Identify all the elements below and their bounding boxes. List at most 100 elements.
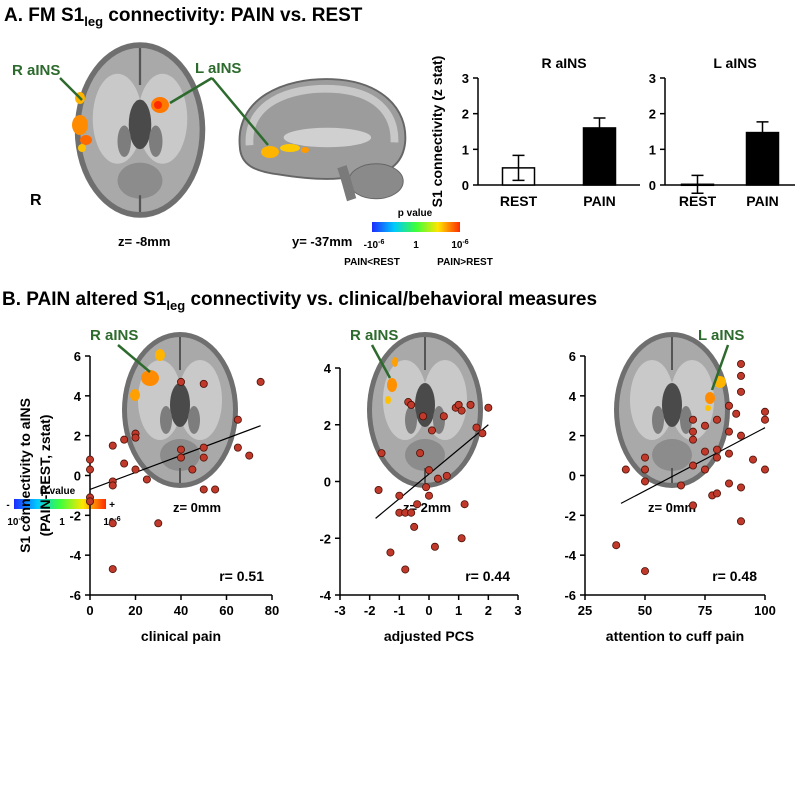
point [419, 412, 428, 421]
region-label: R aINS [350, 327, 398, 344]
annotation: r= 0.48 [712, 568, 757, 584]
brain-axial [73, 41, 207, 219]
point [176, 453, 185, 462]
point [478, 429, 487, 438]
point [737, 483, 746, 492]
point [395, 491, 404, 500]
point [199, 453, 208, 462]
point [199, 485, 208, 494]
point [410, 522, 419, 531]
y-tick-label: 2 [324, 418, 331, 433]
colorbar [372, 222, 460, 232]
point [108, 441, 117, 450]
y-tick-label: 2 [462, 107, 469, 122]
point [457, 534, 466, 543]
colorbar-end-label: PAIN<REST [344, 257, 400, 268]
y-tick-label: 3 [462, 71, 469, 86]
slice-label: z= 0mm [648, 500, 696, 515]
point [713, 489, 722, 498]
point [689, 501, 698, 510]
point [131, 433, 140, 442]
colorbar-sign: + [109, 500, 115, 511]
point [413, 500, 422, 509]
x-tick-label: PAIN [746, 193, 778, 209]
point [108, 519, 117, 528]
error-bar [691, 174, 704, 194]
annotation: r= 0.44 [465, 568, 510, 584]
point [442, 471, 451, 480]
x-tick-label: 20 [128, 603, 142, 618]
x-tick-label: -1 [394, 603, 406, 618]
point [713, 445, 722, 454]
x-tick-label: 25 [578, 603, 592, 618]
point [176, 445, 185, 454]
error-bar [756, 121, 769, 145]
x-tick-label: 0 [425, 603, 432, 618]
point [120, 435, 129, 444]
point [176, 377, 185, 386]
point [641, 465, 650, 474]
y-tick-label: 0 [74, 469, 81, 484]
point [612, 541, 621, 550]
point [713, 415, 722, 424]
point [761, 465, 770, 474]
point [108, 481, 117, 490]
region-label: R aINS [12, 62, 60, 79]
colorbar-tick: 10-6 [7, 516, 24, 528]
y-tick-label: -6 [564, 588, 576, 603]
point [689, 427, 698, 436]
y-tick-label: -4 [564, 548, 576, 563]
point [422, 483, 431, 492]
x-tick-label: 0 [86, 603, 93, 618]
point [701, 447, 710, 456]
x-tick-label: 60 [219, 603, 233, 618]
point [737, 371, 746, 380]
label-lines [117, 344, 730, 391]
point [245, 451, 254, 460]
point [233, 443, 242, 452]
activation-blobs [72, 92, 309, 158]
point [211, 485, 220, 494]
colorbar-title: p value [41, 486, 76, 497]
y-tick-label: 6 [569, 349, 576, 364]
y-tick-label: 4 [74, 389, 82, 404]
x-tick-label: 40 [174, 603, 188, 618]
point [725, 479, 734, 488]
x-tick-label: PAIN [583, 193, 615, 209]
point [472, 423, 481, 432]
point [199, 379, 208, 388]
y-tick-label: 0 [569, 469, 576, 484]
point [439, 412, 448, 421]
slice-label: z= -8mm [118, 234, 170, 249]
x-tick-label: 2 [485, 603, 492, 618]
point [737, 387, 746, 396]
panel-title: A. FM S1leg connectivity: PAIN vs. REST [4, 5, 363, 29]
tick-exp: -6 [18, 516, 24, 523]
slice-label: z= 0mm [173, 500, 221, 515]
y-tick-label: 2 [649, 107, 656, 122]
tick-exp: -6 [378, 239, 384, 246]
point [188, 465, 197, 474]
point [430, 542, 439, 551]
x-tick-label: 3 [514, 603, 521, 618]
point [737, 517, 746, 526]
point [761, 415, 770, 424]
point [233, 415, 242, 424]
brain-axial [613, 331, 731, 489]
region-label: R aINS [90, 327, 138, 344]
y-tick-label: 0 [462, 178, 469, 193]
x-axis-label: attention to cuff pain [606, 628, 744, 644]
point [725, 401, 734, 410]
brain-axial [366, 331, 484, 489]
title-part: connectivity: PAIN vs. REST [103, 5, 363, 26]
annotation: r= 0.51 [219, 568, 264, 584]
y-tick-label: 2 [74, 429, 81, 444]
point [457, 406, 466, 415]
point [424, 466, 433, 475]
point [199, 443, 208, 452]
point [86, 465, 95, 474]
point [641, 453, 650, 462]
point [256, 377, 265, 386]
error-bar [593, 117, 606, 139]
